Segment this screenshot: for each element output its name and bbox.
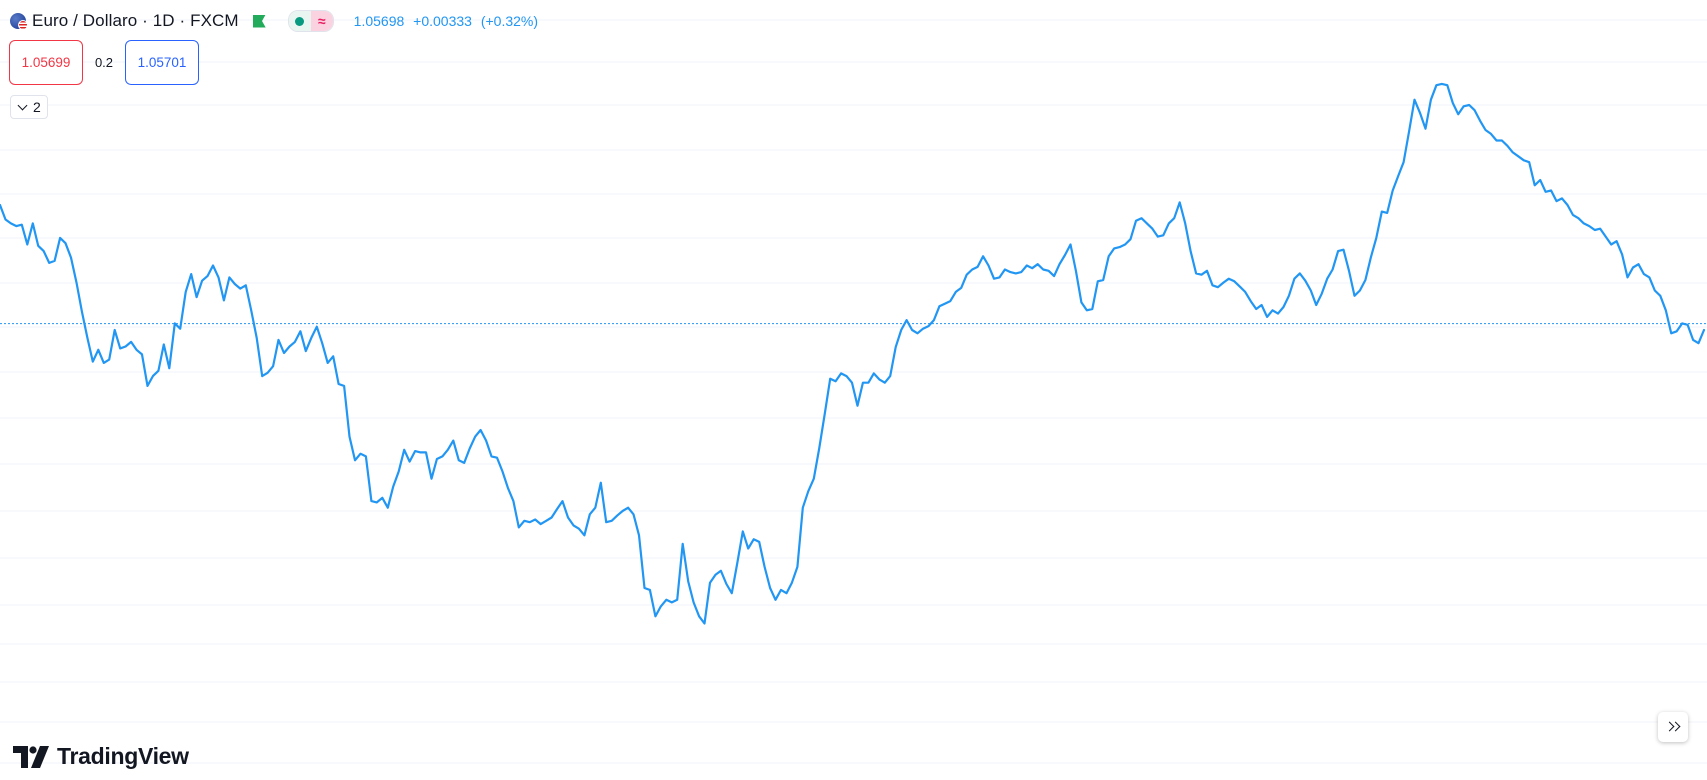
symbol-header: Euro / Dollaro · 1D · FXCM ≈ 1.05698 +0.… [10,9,543,33]
price-series-line[interactable] [0,82,1706,625]
sell-button[interactable]: 1.05699 [9,40,83,85]
symbol-title[interactable]: Euro / Dollaro · 1D · FXCM [32,11,239,30]
logo-text: TradingView [57,743,189,769]
data-status-pill[interactable]: ≈ [287,10,334,32]
spread-value: 0.2 [94,55,114,70]
indicators-collapse-button[interactable]: 2 [10,95,48,119]
market-open-flag-icon[interactable] [252,14,266,28]
delayed-data-icon[interactable]: ≈ [310,11,333,31]
buy-button[interactable]: 1.05701 [125,40,199,85]
market-status-segment[interactable] [288,11,311,31]
last-price-value: 1.05698 [353,13,405,29]
price-change-value: +0.00333 [413,13,472,29]
flag-icon [10,13,28,30]
price-change-percent: (+0.32%) [480,13,539,29]
double-chevron-right-icon [1665,721,1681,733]
quote-values: 1.05698 +0.00333 (+0.32%) [354,13,543,29]
tradingview-logo[interactable]: TradingView [13,743,189,770]
grid-lines [0,19,1707,764]
chevron-down-icon [17,100,28,110]
indicators-count: 2 [33,99,41,115]
scroll-to-realtime-button[interactable] [1658,712,1688,742]
status-dot-icon [295,16,305,26]
trading-buttons: 1.05699 0.2 1.05701 [9,40,199,85]
tradingview-logo-icon [13,745,49,768]
